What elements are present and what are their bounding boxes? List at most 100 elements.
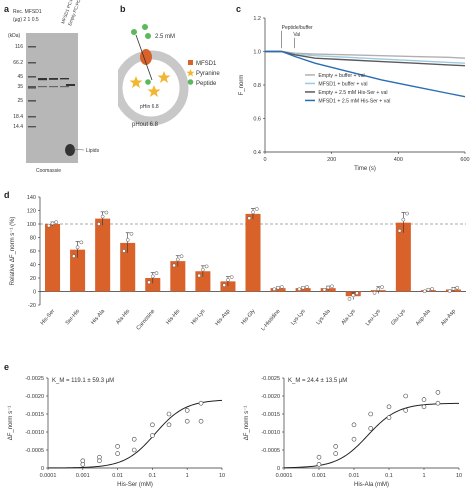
peptide-icon-out-1 [131,29,137,35]
d-replicate-point [380,285,384,289]
lipids-pointer [71,148,85,151]
d-replicate-point [54,220,59,225]
gel-proteoliposome-band [66,84,75,86]
c-y-label: F_norm [239,75,245,96]
e2-data-point [403,393,408,399]
d-replicate-point [422,289,427,294]
gel-marker-band [28,76,36,78]
e1-data-point [184,408,190,413]
e2-x-tick-label: 0.0001 [276,473,293,479]
d-replicate-point [451,287,456,291]
e2-x-tick-label: 1 [422,473,425,479]
e1-data-point [150,422,155,428]
panel-a-letter: a [4,4,10,14]
gel-marker-25: 25 [17,98,23,104]
d-replicate-point [122,249,126,253]
panel-b-letter: b [120,4,126,14]
c-x-tick-label: 600 [460,157,469,163]
d-y-tick-label: 60 [30,249,36,255]
e1-data-point [80,458,86,464]
d-replicate-point [197,273,201,278]
d-category-label: Ala-Asp [440,308,457,327]
chart-e-his-ser: 0.0001 0.001 0.01 0.1 1 10 0 -0.0005 -0.0010 -0.0… [8,376,225,488]
d-replicate-point [447,289,452,293]
e2-data-point [435,400,441,406]
e2-data-point [351,436,357,442]
e1-y-tick-label: -0.0005 [25,448,44,454]
c-x-label: Time (s) [354,166,376,172]
legend-swatch-mfsd1 [188,60,193,65]
e2-y-tick-label: -0.0015 [261,412,280,418]
e2-data-point [435,390,441,395]
ph-in-label: pHin 6.8 [140,104,159,110]
c-annotation-val: Val [293,32,300,38]
e1-y-tick-label: -0.0010 [25,430,44,436]
gel-marker-14: 14.4 [13,124,23,130]
transport-arrow [135,34,153,81]
e1-fit-curve [47,399,223,469]
e1-data-point [131,436,137,442]
e2-y-tick-label: -0.0005 [261,448,280,454]
d-replicate-point [247,216,252,221]
d-category-label: His-Ser [40,308,56,326]
e1-data-point [150,433,155,438]
d-category-label: Ala-His [115,308,131,326]
d-replicate-point [276,285,280,290]
panel-d-letter: d [4,190,10,200]
e1-data-point [198,418,204,424]
e1-x-tick-label: 0.1 [149,473,157,479]
d-category-label: Lys-Ala [315,308,332,326]
d-category-label: L-Histidine [260,308,281,332]
d-replicate-point [455,285,460,290]
d-replicate-point [254,207,259,211]
d-replicate-point [305,285,309,289]
gel-marker-18: 18.4 [13,114,23,120]
c-x-tick-label: 400 [394,157,403,163]
e2-data-point [368,411,373,417]
e1-x-tick-label: 0.01 [112,473,123,479]
d-category-label: Asp-Ala [415,308,433,327]
d-replicate-point [71,254,76,258]
d-replicate-point [301,285,305,290]
d-replicate-point [229,275,234,279]
e1-y-tick-label: -0.0020 [25,394,44,400]
gel-marker-66: 66.2 [13,60,23,66]
c-series-line-3 [265,50,466,98]
c-legend-label-2: Empty + 2.5 mM His-Ser + val [318,90,387,96]
c-legend-label-3: MFSD1 + 2.5 mM His-Ser + val [318,98,390,104]
e1-data-point [184,418,190,424]
gel-image [26,33,78,163]
d-replicate-point [347,297,352,301]
peptide-icon-out-3 [145,33,151,39]
d-replicate-point [204,264,209,269]
d-category-label: His-Gly [240,308,256,326]
e2-y-tick-label: -0.0010 [261,430,280,436]
d-y-tick-label: 140 [27,195,36,201]
e2-x-tick-label: 0.01 [349,473,360,479]
d-replicate-point [222,283,227,288]
d-replicate-point [355,291,359,296]
gel-marker-band [28,86,36,89]
peptide-concentration: 2.5 mM [155,34,175,40]
gel-kda-label: (kDa) [8,33,21,39]
gel-protein-band [49,78,58,80]
e2-data-point [316,454,322,460]
d-replicate-point [172,263,176,268]
d-bar [70,249,86,292]
d-replicate-point [175,257,180,262]
d-replicate-point [372,291,377,295]
e2-x-tick-label: 10 [456,473,462,479]
e1-y-tick-label: 0 [41,466,44,472]
d-category-label: Glu-Lys [390,308,407,326]
c-legend-label-0: Empty + buffer + val [318,73,364,79]
d-replicate-point [326,285,331,290]
e1-data-point [131,447,137,453]
d-replicate-point [405,211,409,216]
d-bar [95,218,111,292]
d-replicate-point [147,280,151,285]
e1-x-label: His-Ser (mM) [117,482,153,488]
c-legend-label-1: MFSD1 + buffer + val [318,81,367,87]
e2-data-point [333,451,338,456]
peptide-icon-in [145,79,151,85]
e2-x-tick-label: 0.1 [385,473,393,479]
